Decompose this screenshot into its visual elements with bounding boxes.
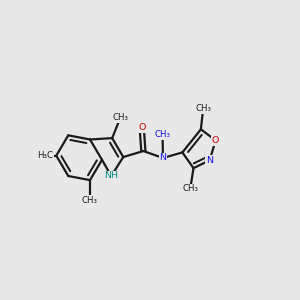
Text: N: N xyxy=(206,156,213,165)
Text: CH₃: CH₃ xyxy=(154,130,170,139)
Text: CH₃: CH₃ xyxy=(112,113,128,122)
Text: N: N xyxy=(160,154,167,163)
Text: CH₃: CH₃ xyxy=(195,104,211,113)
Text: H₃C: H₃C xyxy=(37,151,53,160)
Text: CH₃: CH₃ xyxy=(182,184,198,194)
Text: CH₃: CH₃ xyxy=(82,196,98,205)
Text: O: O xyxy=(212,136,219,145)
Text: NH: NH xyxy=(104,172,118,181)
Text: O: O xyxy=(138,123,146,132)
